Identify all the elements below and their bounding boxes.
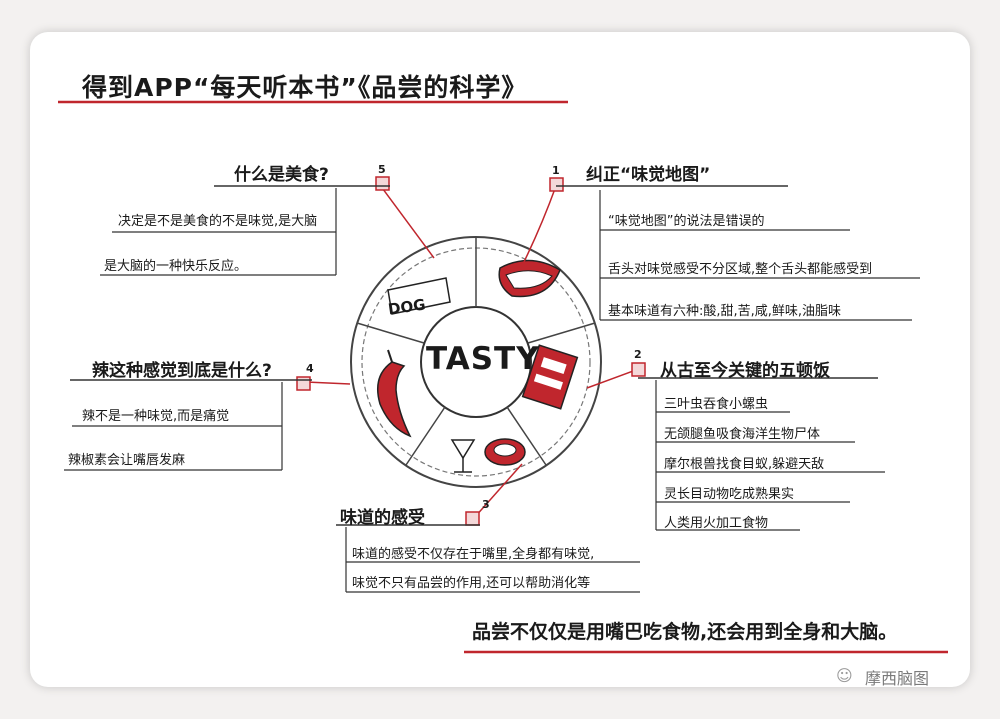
wine-glass-illustration bbox=[450, 439, 476, 473]
branch-5-number: 5 bbox=[378, 163, 386, 176]
lips-illustration bbox=[498, 259, 561, 298]
branch-4-heading: 辣这种感觉到底是什么? bbox=[92, 361, 272, 381]
branch-2-note-2: 无颌腿鱼吸食海洋生物尸体 bbox=[664, 427, 821, 442]
branch-3-note-1: 味道的感受不仅存在于嘴里,全身都有味觉, bbox=[352, 547, 595, 562]
number-boxes bbox=[296, 176, 646, 526]
summary-text: 品尝不仅仅是用嘴巴吃食物,还会用到全身和大脑。 bbox=[472, 621, 898, 643]
segment-dividers bbox=[356, 237, 596, 466]
branch-2-note-1: 三叶虫吞食小螺虫 bbox=[664, 397, 769, 412]
branch-3-number: 3 bbox=[482, 498, 490, 511]
branch-1-heading: 纠正“味觉地图” bbox=[586, 165, 711, 185]
branch-1-number: 1 bbox=[552, 164, 560, 177]
watermark: 摩西脑图 bbox=[865, 669, 930, 688]
wechat-icon: ☺ bbox=[836, 666, 853, 685]
book-illustration bbox=[521, 344, 579, 410]
branch-3-heading: 味道的感受 bbox=[340, 508, 425, 528]
chili-pepper-illustration bbox=[377, 349, 412, 438]
branch-1-note-3: 基本味道有六种:酸,甜,苦,咸,鲜味,油脂味 bbox=[608, 304, 842, 319]
branch-2-note-4: 灵长目动物吃成熟果实 bbox=[664, 487, 795, 502]
branch-5-note-2: 是大脑的一种快乐反应。 bbox=[104, 259, 248, 274]
branch-5-heading: 什么是美食? bbox=[234, 165, 329, 185]
branch-5-note-1: 决定是不是美食的不是味觉,是大脑 bbox=[118, 214, 318, 229]
center-label: TASTY bbox=[426, 341, 540, 377]
branch-4-note-2: 辣椒素会让嘴唇发麻 bbox=[68, 453, 186, 468]
branch-2-note-3: 摩尔根兽找食目蚁,躲避天敌 bbox=[664, 457, 825, 472]
branch-2-note-5: 人类用火加工食物 bbox=[664, 516, 769, 531]
branch-3-note-2: 味觉不只有品尝的作用,还可以帮助消化等 bbox=[352, 576, 591, 591]
connectors bbox=[305, 184, 637, 519]
branch-1-note-2: 舌头对味觉感受不分区域,整个舌头都能感受到 bbox=[608, 262, 873, 277]
branch-4-number: 4 bbox=[306, 362, 314, 375]
note-brackets bbox=[64, 188, 920, 593]
branch-4-note-1: 辣不是一种味觉,而是痛觉 bbox=[82, 409, 230, 424]
food-plate-illustration bbox=[484, 438, 526, 466]
branch-2-number: 2 bbox=[634, 348, 642, 361]
dog-sign-illustration bbox=[387, 277, 451, 315]
branch-2-heading: 从古至今关键的五顿饭 bbox=[660, 361, 830, 381]
branch-1-note-1: “味觉地图”的说法是错误的 bbox=[608, 214, 765, 229]
page-title: 得到APP“每天听本书”《品尝的科学》 bbox=[82, 73, 528, 102]
heading-underlines bbox=[70, 185, 878, 526]
